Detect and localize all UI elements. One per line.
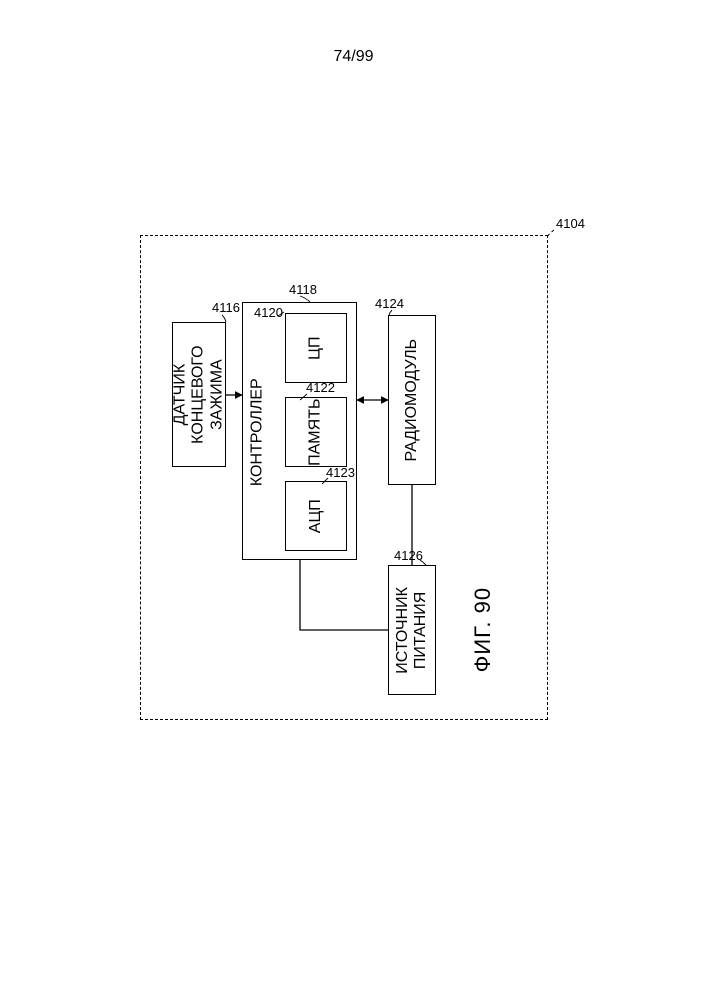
radio-label: РАДИОМОДУЛЬ bbox=[403, 339, 421, 462]
diagram-canvas: 74/99 ДАТЧИККОНЦЕВОГОЗАЖИМА КОНТРОЛЛЕР Ц… bbox=[0, 0, 707, 1000]
memory-label: ПАМЯТЬ bbox=[307, 398, 325, 465]
power-label: ИСТОЧНИКПИТАНИЯ bbox=[394, 587, 431, 674]
figure-caption-wrap: ФИГ. 90 bbox=[453, 550, 513, 710]
ref-controller: 4118 bbox=[289, 282, 317, 297]
ref-memory: 4122 bbox=[306, 380, 335, 395]
radio-block: РАДИОМОДУЛЬ bbox=[388, 315, 436, 485]
figure-caption: ФИГ. 90 bbox=[470, 587, 495, 672]
ref-outer: 4104 bbox=[556, 216, 585, 231]
cpu-label: ЦП bbox=[307, 336, 325, 359]
ref-adc: 4123 bbox=[326, 465, 355, 480]
page-number: 74/99 bbox=[0, 48, 707, 66]
ref-cpu: 4120 bbox=[254, 305, 283, 320]
ref-power: 4126 bbox=[394, 548, 423, 563]
ref-radio: 4124 bbox=[375, 296, 404, 311]
cpu-block: ЦП bbox=[285, 313, 347, 383]
memory-block: ПАМЯТЬ bbox=[285, 397, 347, 467]
ref-sensor: 4116 bbox=[212, 300, 240, 315]
power-block: ИСТОЧНИКПИТАНИЯ bbox=[388, 565, 436, 695]
sensor-label: ДАТЧИККОНЦЕВОГОЗАЖИМА bbox=[171, 345, 226, 443]
adc-label: АЦП bbox=[307, 499, 325, 533]
sensor-block: ДАТЧИККОНЦЕВОГОЗАЖИМА bbox=[172, 322, 226, 467]
adc-block: АЦП bbox=[285, 481, 347, 551]
controller-block: КОНТРОЛЛЕР ЦП ПАМЯТЬ АЦП bbox=[242, 302, 357, 560]
controller-label: КОНТРОЛЛЕР bbox=[249, 378, 267, 486]
controller-label-wrap: КОНТРОЛЛЕР bbox=[243, 303, 273, 561]
